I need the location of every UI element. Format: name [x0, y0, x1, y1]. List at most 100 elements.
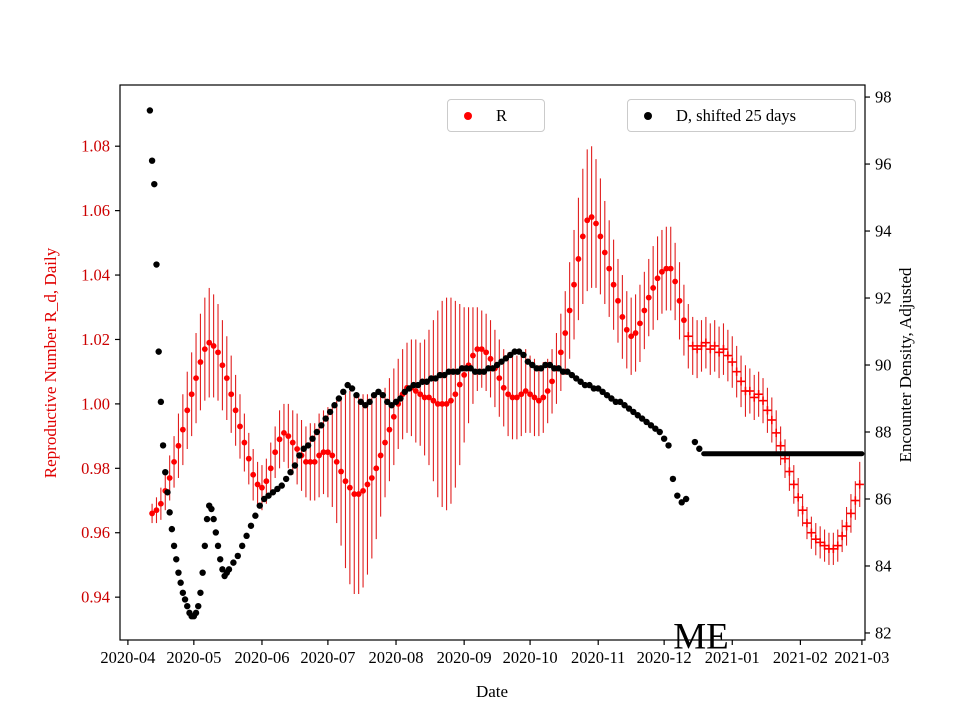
d-dot-marker: [309, 435, 316, 442]
r-dot-marker: [518, 391, 525, 398]
r-dot-marker: [179, 426, 186, 433]
r-dot-marker: [483, 349, 490, 356]
d-dot-marker: [397, 395, 404, 402]
r-dot-marker: [241, 439, 248, 446]
d-dot-marker: [173, 556, 180, 563]
d-dot-marker: [313, 428, 321, 436]
legend-d-marker-icon: [644, 111, 652, 120]
x-tick-label: 2020-08: [369, 648, 424, 667]
r-dot-marker: [329, 452, 336, 459]
r-dot-marker: [210, 343, 217, 349]
d-dot-marker: [691, 438, 699, 446]
d-dot-marker: [652, 425, 659, 432]
r-dot-marker: [676, 297, 683, 304]
d-dot-marker: [210, 515, 217, 523]
legend-r: R: [447, 99, 545, 132]
right-tick-label: 88: [875, 423, 892, 442]
d-dot-marker: [678, 499, 685, 506]
left-tick-label: 1.04: [81, 266, 110, 285]
r-dot-marker: [245, 455, 252, 462]
d-dot-marker: [265, 492, 272, 499]
d-dot-marker: [449, 368, 457, 375]
d-dot-marker: [616, 398, 624, 406]
d-dot-marker: [555, 365, 562, 372]
d-dot-marker: [612, 398, 619, 406]
r-dot-marker: [338, 468, 344, 475]
d-dot-marker: [219, 566, 226, 573]
r-dot-marker: [232, 407, 239, 414]
d-dot-marker: [467, 365, 474, 372]
d-dot-marker: [212, 529, 220, 536]
d-dot-marker: [225, 566, 233, 573]
d-dot-marker: [166, 509, 173, 516]
left-tick-label: 0.98: [81, 459, 110, 478]
d-dot-marker: [326, 408, 334, 416]
r-dot-marker: [456, 381, 463, 388]
r-dot-marker: [237, 423, 243, 430]
r-dot-marker: [417, 391, 424, 398]
r-dot-marker: [443, 400, 450, 407]
d-dot-marker: [181, 596, 189, 603]
d-dot-marker: [201, 542, 209, 550]
x-axis-label: Date: [475, 682, 509, 701]
r-dot-marker: [531, 394, 538, 401]
d-dot-marker: [551, 365, 558, 372]
d-dot-marker: [401, 388, 409, 396]
r-dot-marker: [197, 359, 204, 365]
r-dot-marker: [623, 326, 630, 333]
d-dot-marker: [595, 385, 602, 392]
x-tick-label: 2020-04: [100, 648, 155, 667]
x-tick-label: 2021-03: [834, 648, 889, 667]
d-dot-marker: [682, 495, 690, 503]
d-dot-marker: [410, 381, 417, 389]
r-dot-marker: [364, 481, 371, 488]
r-dot-marker: [355, 491, 362, 497]
r-dot-marker: [434, 400, 441, 407]
r-dot-marker: [171, 458, 177, 465]
r-dot-marker: [575, 256, 582, 262]
x-tick-label: 2020-12: [637, 648, 692, 667]
r-dot-marker: [360, 487, 366, 494]
d-dot-marker: [471, 368, 479, 375]
r-dot-marker: [157, 500, 164, 507]
d-dot-marker: [669, 475, 677, 483]
d-dot-marker: [195, 602, 202, 610]
r-dot-marker: [377, 452, 384, 459]
d-dot-marker: [300, 445, 307, 452]
right-tick-label: 84: [875, 556, 892, 575]
r-dot-marker: [421, 394, 428, 401]
d-dot-marker: [423, 378, 430, 385]
r-dot-marker: [628, 333, 635, 340]
d-dot-marker: [370, 391, 378, 399]
d-dot-marker: [524, 358, 532, 365]
d-dot-marker: [184, 602, 191, 610]
d-dot-marker: [581, 381, 589, 389]
r-dot-marker: [184, 407, 191, 414]
d-dot-marker: [234, 552, 241, 560]
d-dot-marker: [520, 351, 527, 359]
r-dot-marker: [540, 394, 547, 401]
r-dot-marker: [522, 388, 529, 394]
d-dot-marker: [164, 489, 171, 496]
r-dot-marker: [566, 307, 573, 314]
r-dot-marker: [373, 465, 380, 472]
d-dot-marker: [590, 385, 598, 392]
r-dot-marker: [320, 449, 327, 456]
r-dot-marker: [619, 314, 626, 320]
r-dot-marker: [351, 491, 358, 497]
r-dot-marker: [461, 372, 468, 378]
d-dot-marker: [384, 398, 391, 406]
d-dot-marker: [507, 351, 514, 359]
d-dot-marker: [630, 408, 637, 416]
legend-r-label: R: [496, 105, 508, 125]
d-dot-marker: [230, 559, 237, 566]
d-dot-marker: [362, 402, 369, 409]
r-dot-marker: [610, 281, 617, 288]
d-dot-marker: [480, 368, 488, 375]
r-dot-marker: [272, 449, 279, 456]
d-dot-marker: [573, 375, 580, 382]
d-dot-marker: [445, 368, 452, 375]
d-dot-marker: [162, 468, 169, 476]
r-dot-marker: [215, 349, 221, 356]
r-dot-marker: [276, 436, 283, 443]
